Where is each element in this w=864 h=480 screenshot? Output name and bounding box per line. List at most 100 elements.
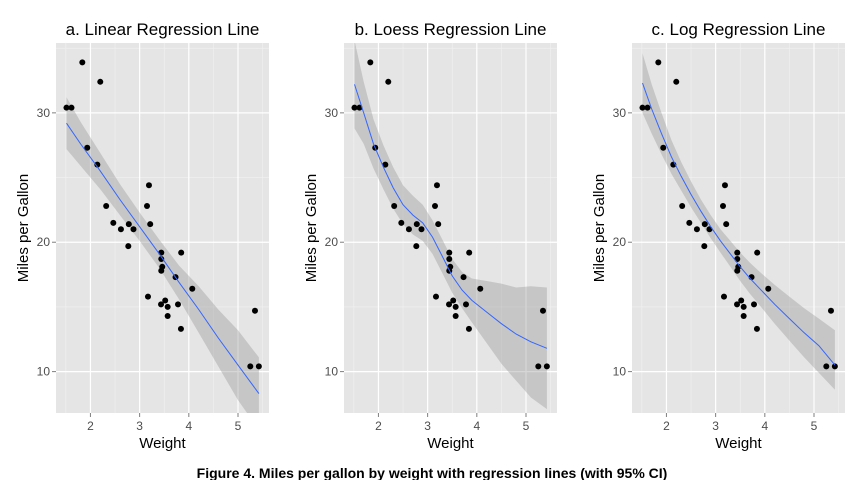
data-point xyxy=(435,221,442,228)
data-point xyxy=(247,363,254,370)
x-tick-label: 2 xyxy=(87,419,94,433)
data-point xyxy=(639,104,646,111)
data-point xyxy=(158,256,165,263)
data-point xyxy=(432,203,439,210)
x-tick-label: 4 xyxy=(473,419,480,433)
data-point xyxy=(465,325,472,332)
x-axis-title: Weight xyxy=(427,435,474,452)
data-point xyxy=(827,307,834,314)
data-point xyxy=(477,285,484,292)
data-point xyxy=(351,104,358,111)
data-point xyxy=(178,249,185,256)
data-point xyxy=(721,182,728,189)
data-point xyxy=(679,203,686,210)
x-tick-label: 5 xyxy=(811,419,818,433)
data-point xyxy=(446,249,453,256)
plot-background xyxy=(344,43,557,413)
data-point xyxy=(433,182,440,189)
data-point xyxy=(174,301,181,308)
data-point xyxy=(255,363,262,370)
x-tick-label: 4 xyxy=(761,419,768,433)
data-point xyxy=(413,243,420,250)
data-point xyxy=(79,59,86,66)
data-point xyxy=(125,243,132,250)
y-tick-label: 10 xyxy=(613,365,627,379)
y-tick-label: 30 xyxy=(37,106,51,120)
data-point xyxy=(466,249,473,256)
data-point xyxy=(686,219,693,226)
data-point xyxy=(144,203,151,210)
data-point xyxy=(164,303,171,310)
data-point xyxy=(125,221,132,228)
data-point xyxy=(446,301,453,308)
x-tick-label: 2 xyxy=(663,419,670,433)
x-tick-label: 5 xyxy=(523,419,530,433)
data-point xyxy=(450,297,457,304)
data-point xyxy=(418,226,425,233)
data-point xyxy=(740,303,747,310)
y-tick-label: 20 xyxy=(613,235,627,249)
data-point xyxy=(734,249,741,256)
data-point xyxy=(158,249,165,256)
data-point xyxy=(693,226,700,233)
data-point xyxy=(158,301,165,308)
y-tick-label: 20 xyxy=(325,235,339,249)
data-point xyxy=(535,363,542,370)
data-point xyxy=(660,144,667,151)
data-point xyxy=(738,297,745,304)
data-point xyxy=(147,221,154,228)
x-tick-label: 3 xyxy=(712,419,719,433)
x-axis-title: Weight xyxy=(715,435,762,452)
data-point xyxy=(145,182,152,189)
data-point xyxy=(740,312,747,319)
panel-title: c. Log Regression Line xyxy=(652,20,826,39)
regression-line xyxy=(66,122,260,394)
data-point xyxy=(158,267,165,274)
regression-line xyxy=(354,84,548,349)
data-point xyxy=(382,161,389,168)
plot-background xyxy=(632,43,845,413)
y-axis-title: Miles per Gallon xyxy=(591,174,608,282)
data-point xyxy=(356,104,363,111)
x-tick-label: 5 xyxy=(235,419,242,433)
data-point xyxy=(734,256,741,263)
data-point xyxy=(460,274,467,281)
data-point xyxy=(701,221,708,228)
data-point xyxy=(539,307,546,314)
data-point xyxy=(753,325,760,332)
data-point xyxy=(452,312,459,319)
figure-caption: Figure 4. Miles per gallon by weight wit… xyxy=(197,465,668,480)
data-point xyxy=(405,226,412,233)
y-axis-title: Miles per Gallon xyxy=(15,174,32,282)
data-point xyxy=(97,78,104,85)
data-point xyxy=(164,312,171,319)
y-tick-label: 20 xyxy=(37,235,51,249)
panel-title: b. Loess Regression Line xyxy=(355,20,547,39)
data-point xyxy=(831,363,838,370)
confidence-band xyxy=(642,53,835,390)
data-point xyxy=(251,307,258,314)
data-point xyxy=(754,249,761,256)
x-tick-label: 3 xyxy=(136,419,143,433)
y-axis-title: Miles per Gallon xyxy=(303,174,320,282)
data-point xyxy=(398,219,405,226)
data-point xyxy=(63,104,70,111)
data-point xyxy=(655,59,662,66)
data-point xyxy=(446,256,453,263)
panel-3: 2 3 4 5 10 20 30 c. Log Regression Line Weight Mi… xyxy=(591,20,845,452)
data-point xyxy=(673,78,680,85)
data-point xyxy=(367,59,374,66)
plot-background xyxy=(56,43,269,413)
data-point xyxy=(189,285,196,292)
panel-2: 2 3 4 5 10 20 30 b. Loess Regression Line Weight… xyxy=(303,20,557,452)
data-point xyxy=(103,203,110,210)
x-tick-label: 2 xyxy=(375,419,382,433)
data-point xyxy=(723,221,730,228)
data-point xyxy=(432,293,439,300)
y-tick-label: 10 xyxy=(37,365,51,379)
panel-1: 2 3 4 5 10 20 30 a. Linear Regression Line Weigh… xyxy=(15,20,269,452)
confidence-band xyxy=(354,43,547,410)
data-point xyxy=(720,293,727,300)
data-point xyxy=(765,285,772,292)
